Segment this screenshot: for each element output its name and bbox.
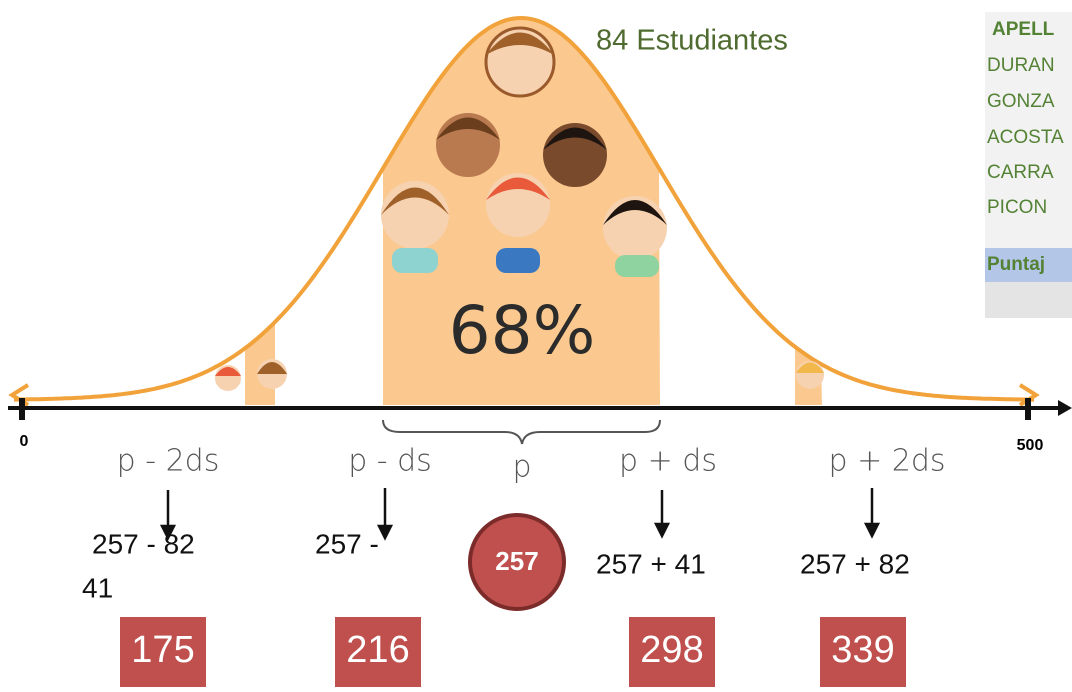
table-cell: CARRA <box>987 162 1054 183</box>
table-cell: ACOSTA <box>987 127 1064 148</box>
axis-arrow <box>1058 400 1072 416</box>
position-label: p + ds <box>619 444 717 479</box>
mean: 257 <box>495 546 538 576</box>
tick <box>19 398 25 420</box>
table-cell: DURAN <box>987 55 1055 76</box>
formula: 257 + 82 <box>800 548 910 579</box>
diagram: 84 Estudiantes 68% 0 500 p - 2ds p - ds … <box>0 0 1072 687</box>
position-label: p <box>512 450 531 485</box>
result: 298 <box>640 629 703 671</box>
center-percent: 68% <box>449 292 596 369</box>
tick <box>1025 398 1031 420</box>
result: 216 <box>346 629 409 671</box>
position-label: p - ds <box>348 444 432 479</box>
table-header: APELL <box>992 19 1055 40</box>
brace <box>383 420 660 444</box>
formula: 257 + 41 <box>596 548 706 579</box>
table-empty-row <box>985 282 1072 318</box>
heading: 84 Estudiantes <box>596 25 788 57</box>
formula: 257 - <box>315 528 379 559</box>
result: 175 <box>131 629 194 671</box>
table-cell: GONZA <box>987 91 1055 112</box>
result: 339 <box>831 629 894 671</box>
axis-start: 0 <box>20 433 29 450</box>
formula: 257 - 82 <box>92 528 195 559</box>
axis-end: 500 <box>1017 437 1044 454</box>
formula: 41 <box>82 572 113 603</box>
table: APELL DURAN GONZA ACOSTA CARRA PICON Pun… <box>985 12 1072 318</box>
position-label: p + 2ds <box>828 444 945 479</box>
table-footer: Puntaj <box>987 254 1045 275</box>
table-cell: PICON <box>987 197 1047 218</box>
position-label: p - 2ds <box>117 444 220 479</box>
